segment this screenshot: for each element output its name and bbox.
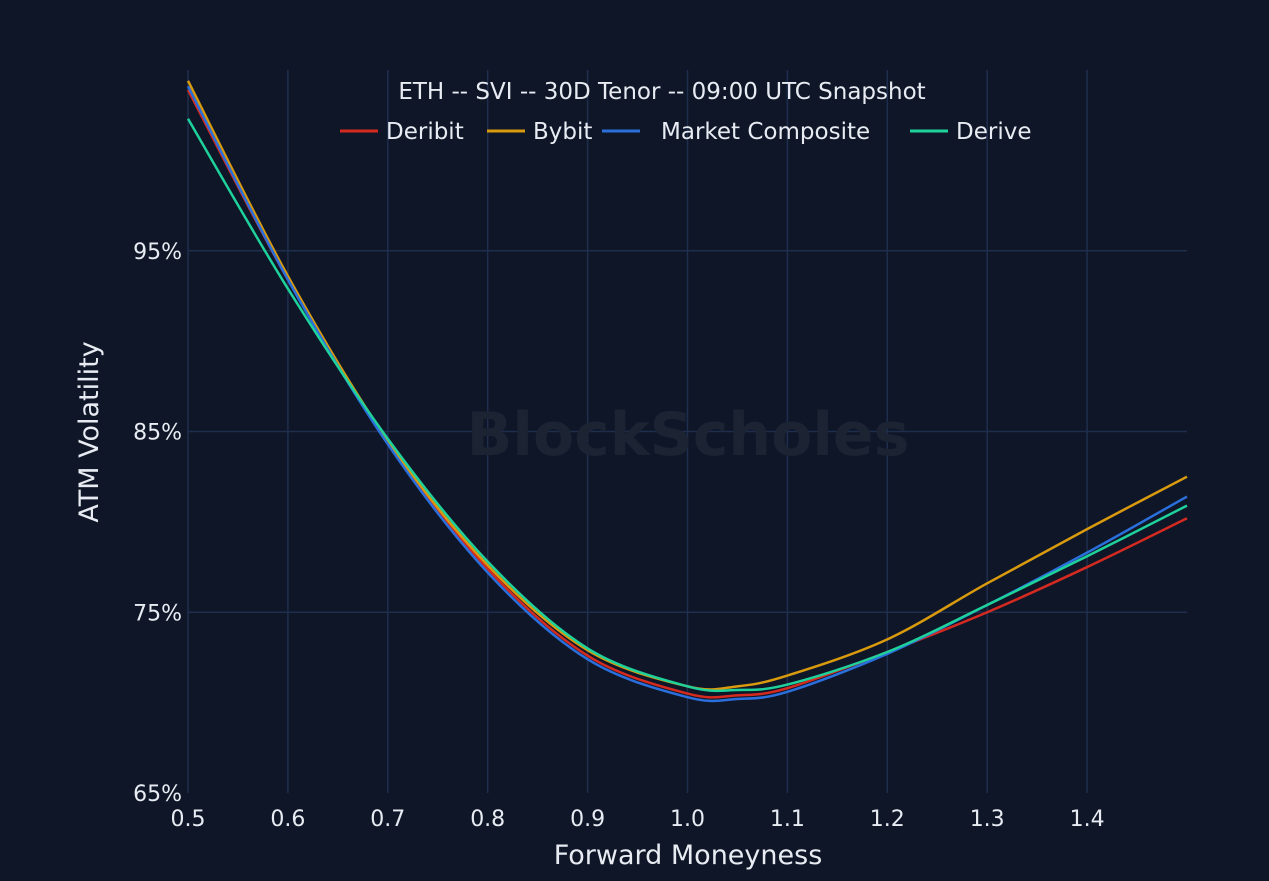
y-tick-label: 85% [133, 421, 182, 446]
legend-item-deribit: Deribit [340, 119, 464, 145]
series-lines [186, 80, 1188, 703]
x-tick-label: 0.8 [470, 807, 505, 832]
chart-title: ETH -- SVI -- 30D Tenor -- 09:00 UTC Sna… [398, 79, 925, 105]
legend-label: Bybit [533, 119, 592, 145]
legend-item-market-composite: Market Composite [602, 119, 870, 145]
y-tick-label: 65% [133, 782, 182, 807]
legend-item-derive: Derive [910, 119, 1031, 145]
grid [187, 70, 1187, 793]
x-tick-label: 0.6 [270, 807, 305, 832]
watermark: BlockScholes [467, 400, 910, 470]
legend-label: Deribit [386, 119, 464, 145]
x-tick-label: 1.1 [770, 807, 805, 832]
legend-item-bybit: Bybit [487, 119, 592, 145]
legend: Deribit Bybit Market Composite Derive [340, 119, 1031, 145]
x-tick-label: 1.3 [970, 807, 1005, 832]
x-tick-label: 1.4 [1070, 807, 1105, 832]
series-line-derive [186, 118, 1188, 693]
x-tick-label: 0.7 [370, 807, 405, 832]
legend-label: Derive [956, 119, 1031, 145]
x-tick-label: 0.9 [570, 807, 605, 832]
x-tick-label: 1.0 [670, 807, 705, 832]
y-tick-label: 75% [133, 601, 182, 626]
x-tick-label: 1.2 [870, 807, 905, 832]
x-tick-label: 0.5 [171, 807, 206, 832]
y-axis-label: ATM Volatility [74, 341, 105, 522]
x-axis-ticks: 0.5 0.6 0.7 0.8 0.9 1.0 1.1 1.2 1.3 1.4 [171, 807, 1105, 832]
y-axis-ticks: 65% 75% 85% 95% [133, 240, 182, 807]
x-axis-label: Forward Moneyness [554, 840, 823, 871]
legend-label: Market Composite [661, 119, 870, 145]
y-tick-label: 95% [133, 240, 182, 265]
